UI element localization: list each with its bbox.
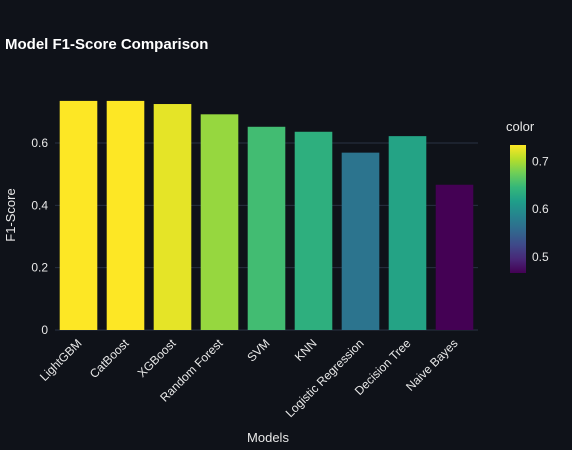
x-tick-label: SVM — [244, 336, 272, 364]
x-tick-label: Logistic Regression — [283, 336, 367, 420]
bar — [106, 100, 145, 330]
y-axis-ticks: 0 0.2 0.4 0.6 — [31, 136, 48, 337]
bar — [341, 152, 380, 330]
bars — [59, 100, 474, 330]
y-tick-label: 0.6 — [31, 136, 48, 150]
colorbar-title: color — [506, 119, 535, 134]
bar — [294, 131, 333, 330]
y-axis-title: F1-Score — [3, 188, 18, 241]
x-tick-label: XGBoost — [135, 336, 179, 380]
bar — [59, 100, 98, 330]
colorbar — [510, 145, 526, 273]
bar — [153, 104, 192, 330]
colorbar-tick-label: 0.7 — [532, 155, 549, 169]
colorbar-ticks: 0.5 0.6 0.7 — [532, 155, 549, 264]
bar — [247, 126, 286, 330]
y-tick-label: 0.2 — [31, 261, 48, 275]
x-tick-label: LightGBM — [37, 336, 85, 384]
chart-title: Model F1-Score Comparison — [5, 36, 208, 53]
bar — [388, 136, 427, 330]
bar — [200, 114, 239, 330]
x-axis-title: Models — [247, 430, 289, 445]
x-tick-label: KNN — [292, 336, 320, 364]
colorbar-tick-label: 0.5 — [532, 250, 549, 264]
y-tick-label: 0 — [41, 323, 48, 337]
bar — [435, 184, 474, 330]
y-tick-label: 0.4 — [31, 198, 48, 212]
x-tick-label: CatBoost — [87, 336, 132, 381]
colorbar-tick-label: 0.6 — [532, 202, 549, 216]
